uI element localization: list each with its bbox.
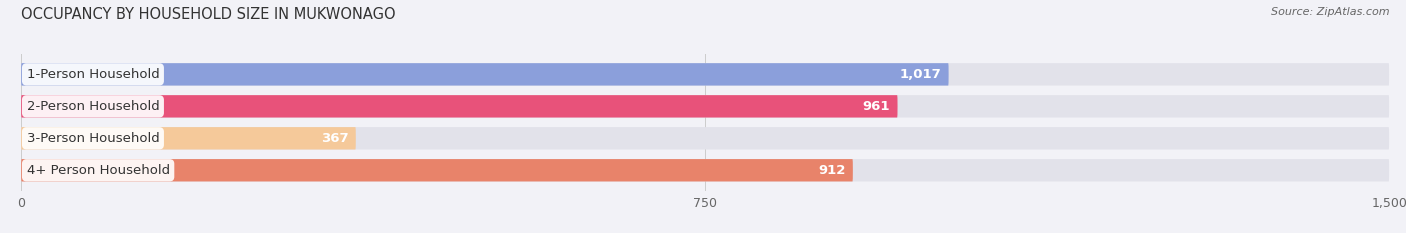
Text: 367: 367 (321, 132, 349, 145)
Text: OCCUPANCY BY HOUSEHOLD SIZE IN MUKWONAGO: OCCUPANCY BY HOUSEHOLD SIZE IN MUKWONAGO (21, 7, 395, 22)
FancyBboxPatch shape (21, 159, 853, 182)
FancyBboxPatch shape (21, 63, 1389, 86)
Text: 1-Person Household: 1-Person Household (27, 68, 159, 81)
FancyBboxPatch shape (21, 127, 356, 150)
Text: 1,017: 1,017 (900, 68, 942, 81)
FancyBboxPatch shape (21, 127, 1389, 150)
Text: Source: ZipAtlas.com: Source: ZipAtlas.com (1271, 7, 1389, 17)
Text: 912: 912 (818, 164, 845, 177)
FancyBboxPatch shape (21, 63, 949, 86)
Text: 4+ Person Household: 4+ Person Household (27, 164, 170, 177)
FancyBboxPatch shape (21, 159, 1389, 182)
FancyBboxPatch shape (21, 95, 897, 117)
Text: 2-Person Household: 2-Person Household (27, 100, 159, 113)
Text: 3-Person Household: 3-Person Household (27, 132, 159, 145)
Text: 961: 961 (863, 100, 890, 113)
FancyBboxPatch shape (21, 95, 1389, 117)
